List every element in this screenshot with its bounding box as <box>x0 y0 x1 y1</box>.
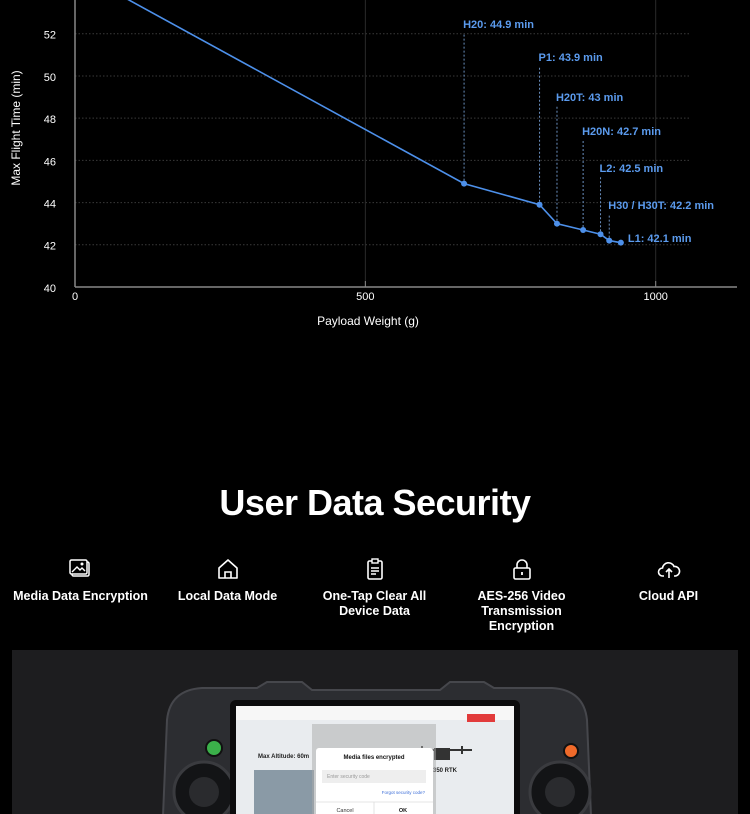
icon <box>366 558 383 580</box>
dialog-ok[interactable]: OK <box>399 808 407 814</box>
screen-text: Max Altitude: 60m <box>258 754 309 760</box>
y-tick-label: 52 <box>44 30 56 42</box>
x-axis-label: Payload Weight (g) <box>317 314 419 328</box>
y-tick-label: 48 <box>44 114 56 126</box>
icon <box>217 559 238 579</box>
feature: One-Tap Clear All Device Data <box>301 558 448 619</box>
screen-text: RICE 350 RTK <box>417 768 458 774</box>
dialog-link[interactable]: Forgot security code? <box>382 790 426 795</box>
icon <box>68 559 90 577</box>
feature: Media Data Encryption <box>7 558 154 604</box>
y-axis-label: Max Flight Time (min) <box>9 70 23 185</box>
plot <box>127 0 624 246</box>
controller: Max Altitude: 60m RICE 350 RTK Media fil… <box>162 681 592 814</box>
feature: AES-256 Video Transmission Encryption <box>448 558 595 634</box>
dialog-cancel[interactable]: Cancel <box>336 808 353 814</box>
data-label: H20T: 43 min <box>556 92 624 104</box>
icon <box>657 562 680 578</box>
chart: Max Flight Time (min) Payload Weight (g)… <box>9 0 737 328</box>
data-label: L1: 42.1 min <box>628 233 692 245</box>
x-tick-label: 0 <box>72 291 78 303</box>
y-tick-label: 46 <box>44 156 56 168</box>
y-tick-label: 44 <box>44 198 56 210</box>
data-point <box>597 231 604 238</box>
data-point <box>580 227 587 234</box>
data-point <box>553 220 560 227</box>
data-label: P1: 43.9 min <box>539 52 603 64</box>
x-tick-label: 500 <box>356 291 374 303</box>
feature-label: Local Data Mode <box>177 589 278 603</box>
data-label: L2: 42.5 min <box>600 163 664 175</box>
data-point <box>617 239 624 246</box>
feature-label: Cloud API <box>638 589 699 603</box>
section-title: User Data Security <box>219 482 531 523</box>
data-point <box>461 180 468 187</box>
data-label: H20N: 42.7 min <box>582 126 661 138</box>
x-tick-label: 1000 <box>643 291 667 303</box>
dialog-input[interactable]: Enter security code <box>327 774 370 780</box>
feature: Cloud API <box>595 558 742 604</box>
y-tick-label: 42 <box>44 241 56 253</box>
icon <box>512 559 531 580</box>
data-label: H30 / H30T: 42.2 min <box>608 200 714 212</box>
data-point <box>536 201 543 208</box>
y-tick-label: 40 <box>44 283 56 295</box>
y-tick-label: 50 <box>44 72 56 84</box>
device-panel: Max Altitude: 60m RICE 350 RTK Media fil… <box>12 650 738 814</box>
feature-label: Media Data Encryption <box>13 589 148 603</box>
data-label: H20: 44.9 min <box>463 19 534 31</box>
dialog-title: Media files encrypted <box>343 755 404 761</box>
feature-label: One-Tap Clear All Device Data <box>322 589 427 618</box>
feature: Local Data Mode <box>154 558 301 604</box>
feature-label: AES-256 Video Transmission Encryption <box>477 589 566 633</box>
data-point <box>606 237 613 244</box>
